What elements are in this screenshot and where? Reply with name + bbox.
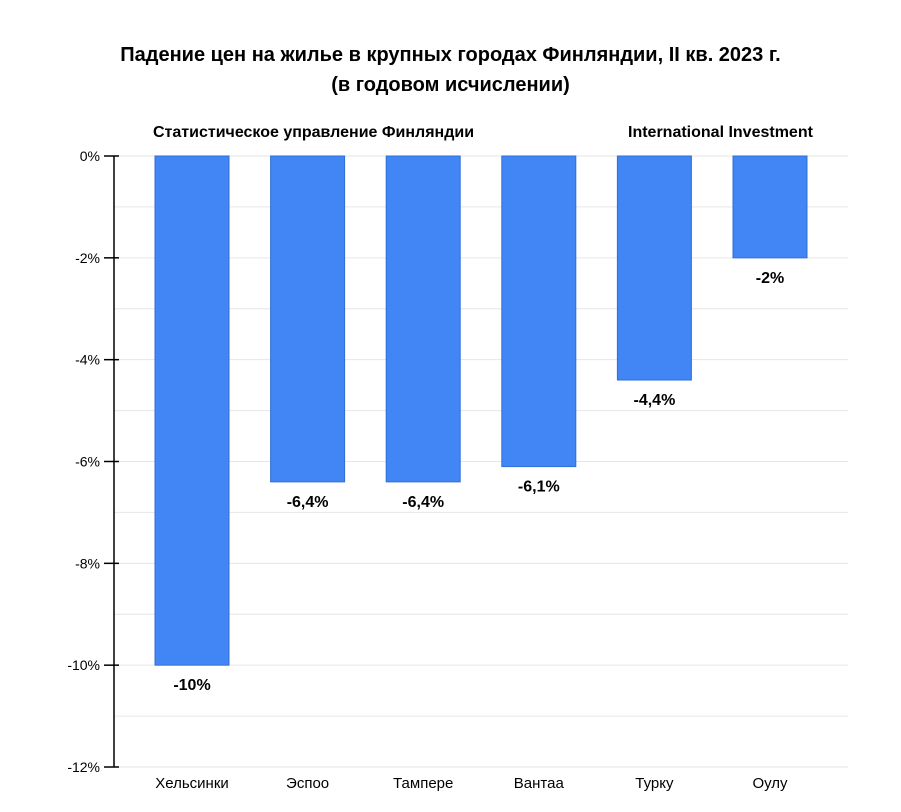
source-annotation-statfin: Статистическое управление Финляндии <box>153 124 474 141</box>
data-label: -2% <box>756 270 784 287</box>
data-label: -6,4% <box>402 494 444 511</box>
chart-title: Падение цен на жилье в крупных городах Ф… <box>0 40 901 100</box>
y-ticks: 0% -2% -4% -6% -8% -10% -12% <box>67 148 119 775</box>
source-annotation-international-investment: International Investment <box>628 124 814 141</box>
bar <box>501 155 577 468</box>
y-tick-label: -6% <box>75 454 100 470</box>
bar <box>616 155 692 381</box>
category-labels: Хельсинки Эспоо Тампере Вантаа Турку Оулу <box>155 775 788 792</box>
bar <box>270 155 346 483</box>
data-label: -10% <box>173 677 210 694</box>
y-tick-label: -10% <box>67 657 100 673</box>
category-label: Оулу <box>752 775 788 792</box>
data-labels: -10% -6,4% -6,4% -6,1% -4,4% -2% <box>173 270 784 694</box>
data-label: -6,1% <box>518 479 560 496</box>
category-label: Хельсинки <box>155 775 229 792</box>
category-label: Турку <box>635 775 674 792</box>
chart-subtitle: (в годовом исчислении) <box>331 74 570 96</box>
category-label: Тампере <box>393 775 453 792</box>
bar <box>385 155 461 483</box>
bars <box>154 155 808 666</box>
chart-title-line: Падение цен на жилье в крупных городах Ф… <box>120 44 781 66</box>
data-label: -4,4% <box>634 392 676 409</box>
bar <box>732 155 808 259</box>
source-annotations: Статистическое управление Финляндии Inte… <box>153 124 814 141</box>
category-label: Эспоо <box>286 775 329 792</box>
y-tick-label: -8% <box>75 555 100 571</box>
y-tick-label: 0% <box>80 148 100 164</box>
y-tick-label: -2% <box>75 250 100 266</box>
gridlines <box>114 155 848 768</box>
data-label: -6,4% <box>287 494 329 511</box>
y-tick-label: -12% <box>67 759 100 775</box>
category-label: Вантаа <box>514 775 565 792</box>
y-tick-label: -4% <box>75 352 100 368</box>
bar <box>154 155 230 666</box>
